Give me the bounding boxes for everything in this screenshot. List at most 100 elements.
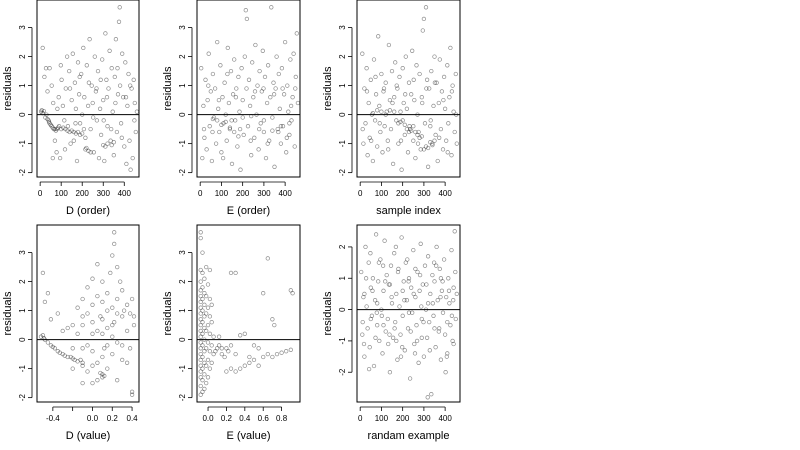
data-point xyxy=(200,389,205,394)
data-point xyxy=(107,48,112,53)
data-point xyxy=(129,86,134,91)
data-point xyxy=(67,129,72,135)
data-point xyxy=(198,340,203,345)
y-tick-label: -1 xyxy=(18,140,27,148)
data-point xyxy=(45,89,50,94)
data-point xyxy=(445,150,450,155)
y-tick-label: -2 xyxy=(178,169,187,177)
data-point xyxy=(127,138,132,143)
data-point xyxy=(65,325,70,331)
data-point xyxy=(244,16,250,22)
data-point xyxy=(393,319,398,325)
data-point xyxy=(56,95,61,100)
data-point xyxy=(211,351,216,357)
data-point xyxy=(407,376,413,381)
data-point xyxy=(63,126,68,132)
data-point xyxy=(449,153,454,158)
data-point xyxy=(102,373,107,379)
data-point xyxy=(434,263,439,268)
data-point xyxy=(453,269,458,275)
data-point xyxy=(252,89,258,94)
data-point xyxy=(97,106,103,111)
data-point xyxy=(201,126,207,132)
x-tick-label: 400 xyxy=(438,189,452,198)
y-tick-label: -1 xyxy=(178,140,187,148)
data-point xyxy=(261,291,266,296)
data-point xyxy=(383,279,388,284)
data-point xyxy=(198,279,203,284)
data-point xyxy=(50,344,55,350)
data-point xyxy=(198,369,203,374)
data-point xyxy=(265,141,270,146)
data-point xyxy=(212,86,218,91)
data-point xyxy=(70,366,75,371)
chart-panel-3: 0 100 200 300 400 -2 -1 0 1 2 3 sample index residua… xyxy=(322,0,461,217)
data-point xyxy=(402,348,407,353)
data-point xyxy=(200,343,205,348)
data-point xyxy=(375,301,380,306)
x-tick-label: 0.2 xyxy=(107,414,119,423)
data-point xyxy=(100,57,105,62)
data-point xyxy=(242,54,247,59)
data-point xyxy=(207,267,213,273)
data-point xyxy=(400,345,405,350)
data-point xyxy=(220,155,226,161)
data-point xyxy=(84,145,89,151)
data-point xyxy=(293,86,298,91)
x-tick-label: 100 xyxy=(375,414,389,423)
data-point xyxy=(438,276,444,281)
data-point xyxy=(205,97,210,103)
data-point xyxy=(238,167,243,172)
data-point xyxy=(200,354,205,360)
data-point xyxy=(198,288,203,293)
data-point xyxy=(75,359,80,364)
data-point xyxy=(238,366,243,371)
data-point xyxy=(218,63,223,68)
data-point xyxy=(428,118,433,123)
data-point xyxy=(425,145,431,151)
data-point xyxy=(230,92,236,97)
data-point xyxy=(422,121,428,126)
data-point xyxy=(80,363,85,368)
data-point xyxy=(208,89,213,94)
data-point xyxy=(253,42,258,48)
data-point xyxy=(444,138,449,143)
data-point xyxy=(222,354,227,360)
y-tick-label: -1 xyxy=(178,365,187,373)
data-point xyxy=(207,124,212,129)
x-tick-label: 0 xyxy=(358,414,363,423)
data-point xyxy=(106,86,111,91)
data-point xyxy=(213,349,218,354)
data-point xyxy=(102,158,107,164)
data-point xyxy=(72,80,78,85)
data-point xyxy=(421,147,427,152)
data-point xyxy=(396,266,401,272)
data-point xyxy=(77,121,83,126)
data-point xyxy=(198,357,203,363)
data-point xyxy=(110,109,115,114)
data-point xyxy=(252,135,257,140)
data-point xyxy=(80,380,85,386)
data-point xyxy=(105,366,110,371)
data-point xyxy=(274,54,279,59)
data-point xyxy=(361,341,367,347)
data-point xyxy=(414,323,419,328)
data-point xyxy=(444,294,449,300)
data-point xyxy=(40,270,46,276)
data-point xyxy=(237,126,243,132)
x-tick-label: 400 xyxy=(438,414,452,423)
data-point xyxy=(370,158,376,164)
data-point xyxy=(86,148,91,154)
data-point xyxy=(257,126,262,132)
data-point xyxy=(410,48,415,53)
data-point xyxy=(198,317,203,322)
data-point xyxy=(362,86,367,91)
data-point xyxy=(55,106,60,111)
data-point xyxy=(395,269,401,275)
data-point xyxy=(441,97,446,103)
data-point xyxy=(417,272,423,278)
data-point xyxy=(275,126,280,132)
data-point xyxy=(444,354,449,359)
data-point xyxy=(40,45,45,51)
